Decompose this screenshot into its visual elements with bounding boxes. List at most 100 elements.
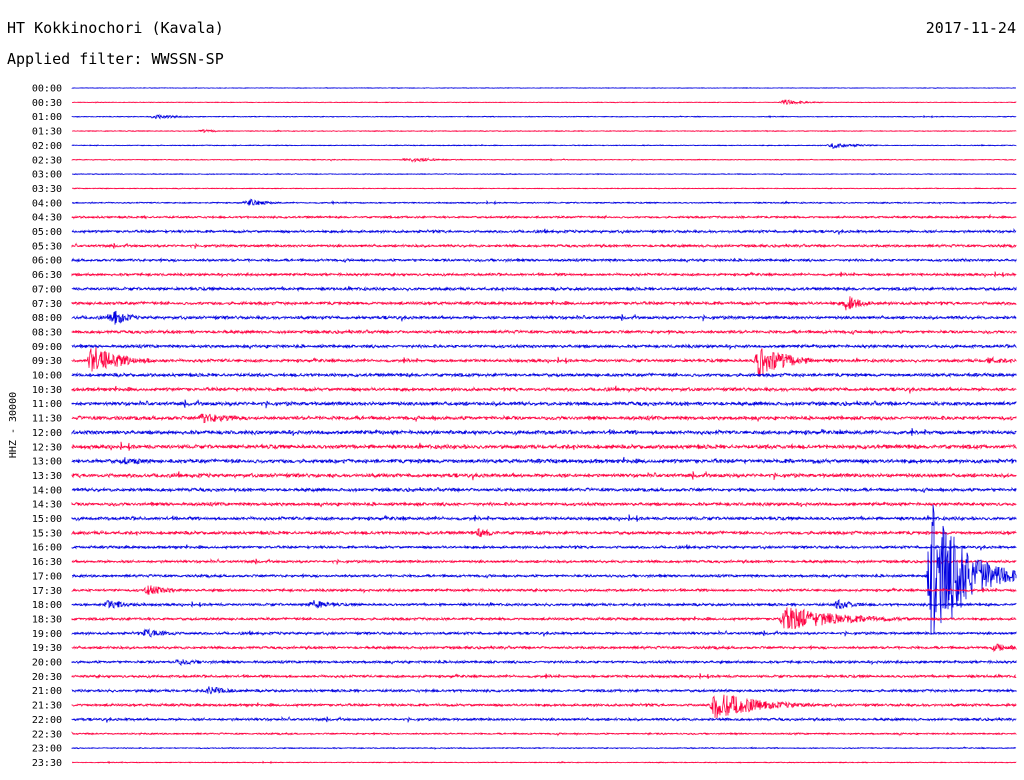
trace-time-label: 19:00 xyxy=(32,629,62,640)
seismogram-trace xyxy=(71,99,1017,105)
seismogram-trace xyxy=(71,558,1017,565)
trace-time-label: 10:00 xyxy=(32,371,62,382)
station-title: HT Kokkinochori (Kavala) xyxy=(7,19,224,37)
filter-label: Applied filter: WWSSN-SP xyxy=(7,50,224,68)
seismogram-trace xyxy=(71,504,1017,634)
seismogram-trace xyxy=(71,296,1017,311)
trace-time-label: 09:30 xyxy=(32,356,62,367)
trace-time-label: 07:00 xyxy=(32,284,62,295)
trace-time-label: 07:30 xyxy=(32,299,62,310)
trace-group xyxy=(71,86,1017,765)
seismogram-trace xyxy=(71,257,1017,263)
seismogram-trace xyxy=(71,428,1017,437)
trace-time-label: 06:00 xyxy=(32,256,62,267)
seismogram-trace xyxy=(71,528,1017,538)
trace-time-label: 11:30 xyxy=(32,414,62,425)
trace-time-label: 20:00 xyxy=(32,658,62,669)
seismogram-trace xyxy=(71,598,1017,610)
trace-time-label: 00:30 xyxy=(32,98,62,109)
trace-time-label: 03:00 xyxy=(32,170,62,181)
trace-time-label: 13:30 xyxy=(32,471,62,482)
seismogram-trace xyxy=(71,157,1017,163)
seismogram-trace xyxy=(71,285,1017,293)
seismogram-trace xyxy=(71,628,1017,638)
seismogram-trace xyxy=(71,198,1017,206)
channel-label: HHZ - 30000 xyxy=(8,392,19,458)
trace-time-label: 05:00 xyxy=(32,227,62,238)
seismogram-trace xyxy=(71,585,1017,595)
trace-time-label: 08:30 xyxy=(32,327,62,338)
trace-time-label: 09:00 xyxy=(32,342,62,353)
seismogram-trace xyxy=(71,271,1017,279)
seismogram-trace xyxy=(71,343,1017,351)
trace-time-label: 01:00 xyxy=(32,112,62,123)
seismogram-trace xyxy=(71,371,1017,379)
seismogram-trace xyxy=(71,413,1017,424)
seismogram-trace xyxy=(71,686,1017,695)
trace-time-label: 19:30 xyxy=(32,643,62,654)
trace-time-label: 17:30 xyxy=(32,586,62,597)
trace-time-label: 01:30 xyxy=(32,127,62,138)
seismogram-trace xyxy=(71,746,1017,750)
date-label: 2017-11-24 xyxy=(925,19,1016,37)
trace-time-label: 23:00 xyxy=(32,744,62,755)
seismogram-trace xyxy=(71,607,1017,630)
seismogram-trace xyxy=(71,399,1017,409)
trace-time-label: 08:00 xyxy=(32,313,62,324)
trace-time-label: 22:00 xyxy=(32,715,62,726)
trace-time-label: 15:00 xyxy=(32,514,62,525)
seismogram-trace xyxy=(71,441,1017,451)
trace-time-label: 21:30 xyxy=(32,701,62,712)
trace-time-label: 02:30 xyxy=(32,155,62,166)
trace-time-label: 12:00 xyxy=(32,428,62,439)
trace-time-label: 16:30 xyxy=(32,557,62,568)
seismogram-trace xyxy=(71,143,1017,149)
trace-time-label: 14:00 xyxy=(32,485,62,496)
trace-time-label: 18:30 xyxy=(32,614,62,625)
trace-time-label: 15:30 xyxy=(32,528,62,539)
seismogram-trace xyxy=(71,187,1017,190)
seismogram-trace xyxy=(71,760,1017,765)
seismogram-trace xyxy=(71,128,1017,134)
seismogram-trace xyxy=(71,86,1017,90)
trace-time-label: 13:00 xyxy=(32,457,62,468)
seismogram-trace xyxy=(71,501,1017,508)
seismogram-trace xyxy=(71,227,1017,235)
seismogram-trace xyxy=(71,514,1017,522)
seismogram-trace xyxy=(71,213,1017,220)
trace-time-label: 14:30 xyxy=(32,500,62,511)
seismogram-trace xyxy=(71,328,1017,336)
seismogram-trace xyxy=(71,544,1017,551)
trace-time-label: 20:30 xyxy=(32,672,62,683)
trace-time-label: 05:30 xyxy=(32,241,62,252)
seismogram-trace xyxy=(71,310,1017,325)
seismogram-trace xyxy=(71,694,1017,719)
seismogram-trace xyxy=(71,658,1017,666)
trace-time-label: 03:30 xyxy=(32,184,62,195)
trace-time-label: 23:30 xyxy=(32,758,62,769)
trace-time-label: 18:00 xyxy=(32,600,62,611)
trace-time-label: 21:00 xyxy=(32,686,62,697)
seismogram-trace xyxy=(71,673,1017,681)
seismogram-trace xyxy=(71,385,1017,394)
trace-time-label: 16:00 xyxy=(32,543,62,554)
seismogram-trace xyxy=(71,347,1017,377)
trace-time-label: 00:00 xyxy=(32,84,62,95)
seismogram-trace xyxy=(71,486,1017,494)
trace-time-label: 17:00 xyxy=(32,571,62,582)
trace-time-label: 06:30 xyxy=(32,270,62,281)
trace-time-label: 02:00 xyxy=(32,141,62,152)
seismogram-trace xyxy=(71,242,1017,249)
seismogram-trace xyxy=(71,172,1017,176)
seismogram-trace xyxy=(71,715,1017,723)
trace-time-label: 12:30 xyxy=(32,442,62,453)
tick-label-group: 00:00 00:30 01:00 01:30 02:00 02:30 03:00 03:30… xyxy=(32,84,62,769)
seismogram-trace xyxy=(71,113,1017,120)
trace-time-label: 10:30 xyxy=(32,385,62,396)
trace-time-label: 04:00 xyxy=(32,198,62,209)
trace-time-label: 11:00 xyxy=(32,399,62,410)
seismogram-trace xyxy=(71,731,1017,737)
trace-time-label: 04:30 xyxy=(32,213,62,224)
seismogram-trace xyxy=(71,471,1017,481)
